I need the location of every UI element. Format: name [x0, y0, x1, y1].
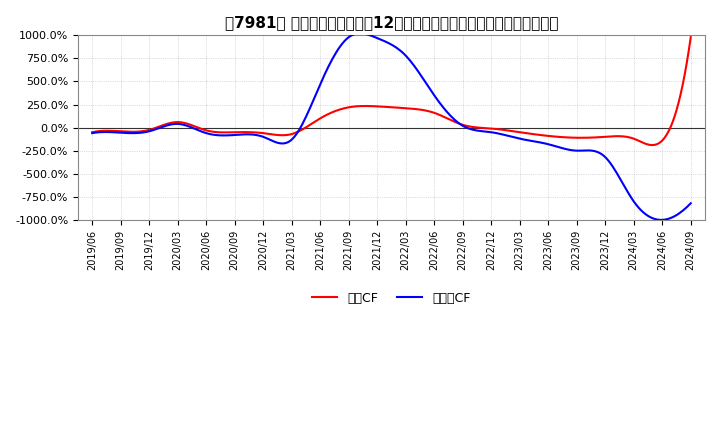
- Title: 【7981】 キャッシュフローの12か月移動合計の対前年同期増減率の推移: 【7981】 キャッシュフローの12か月移動合計の対前年同期増減率の推移: [225, 15, 558, 30]
- 営業CF: [649, 143, 657, 148]
- フリーCF: [446, 113, 455, 118]
- フリーCF: [456, 122, 465, 127]
- 営業CF: [593, 135, 601, 140]
- フリーCF: [356, 31, 365, 36]
- 営業CF: [88, 129, 96, 135]
- フリーCF: [632, 203, 641, 208]
- フリーCF: [90, 130, 99, 136]
- フリーCF: [444, 111, 453, 116]
- 営業CF: [90, 129, 99, 135]
- Legend: 営業CF, フリーCF: 営業CF, フリーCF: [307, 286, 475, 310]
- Line: フリーCF: フリーCF: [92, 33, 690, 220]
- 営業CF: [444, 116, 453, 121]
- 営業CF: [442, 115, 451, 121]
- 営業CF: [686, 34, 695, 40]
- 営業CF: [631, 136, 639, 142]
- フリーCF: [594, 150, 603, 155]
- フリーCF: [88, 131, 96, 136]
- フリーCF: [657, 217, 665, 223]
- Line: 営業CF: 営業CF: [92, 37, 690, 145]
- 営業CF: [454, 121, 463, 126]
- フリーCF: [686, 201, 695, 206]
